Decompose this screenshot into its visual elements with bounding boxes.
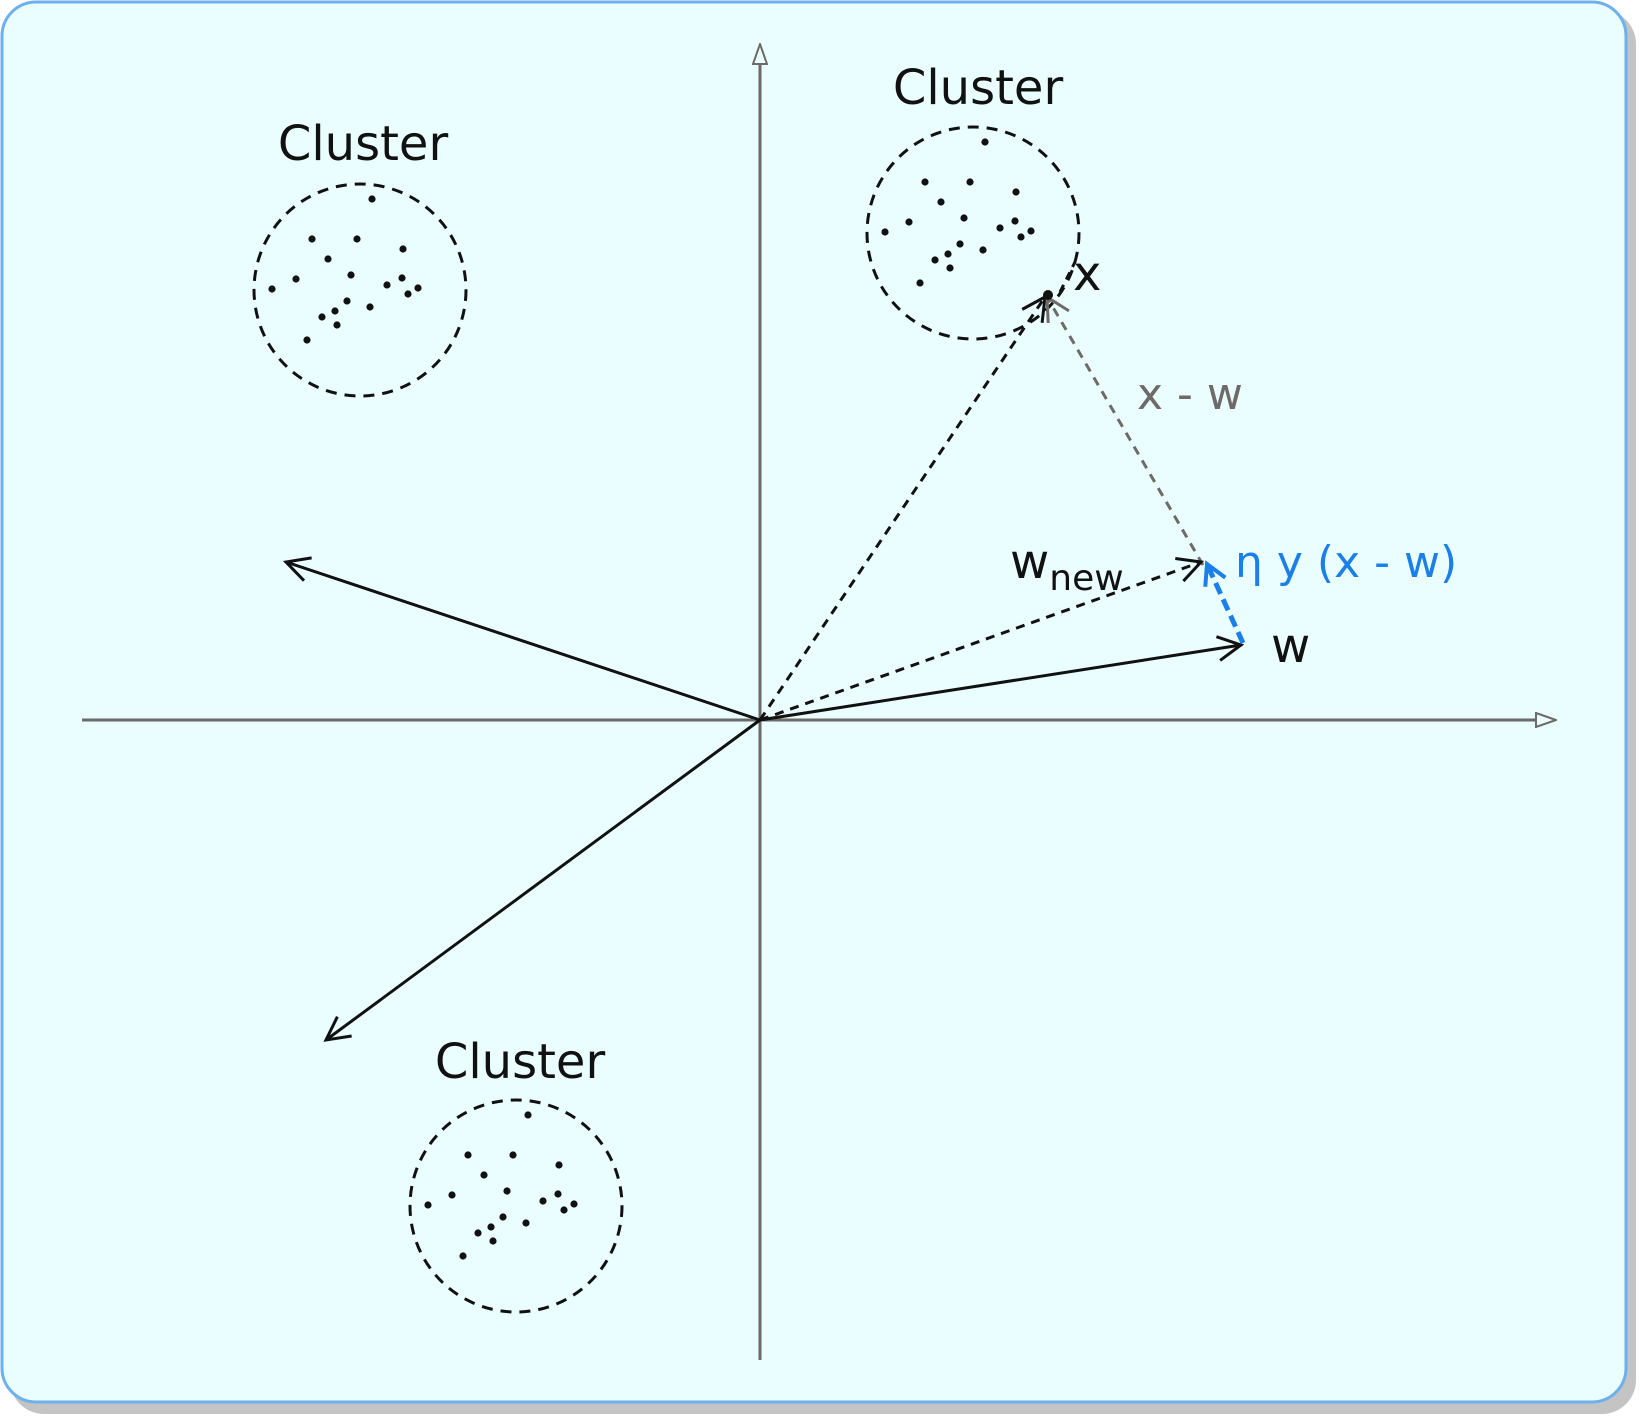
cluster-point	[905, 218, 913, 226]
cluster-point	[1017, 233, 1025, 241]
cluster-point	[292, 275, 300, 283]
cluster-point	[931, 256, 939, 264]
update-vector	[1203, 560, 1246, 645]
cluster-point	[459, 1252, 467, 1260]
cluster-point	[331, 307, 339, 315]
label-w-new-sub: new	[1049, 558, 1123, 599]
cluster-points	[424, 1111, 578, 1260]
cluster-point	[946, 264, 954, 272]
cluster-point	[981, 138, 989, 146]
cluster-boundary	[252, 182, 468, 398]
cluster-point	[399, 245, 407, 253]
cluster-point	[499, 1213, 507, 1221]
cluster-point	[383, 281, 391, 289]
difference-vector	[1045, 294, 1205, 566]
cluster-point	[944, 250, 952, 258]
cluster-point	[554, 1190, 562, 1198]
cluster-label: Cluster	[893, 60, 1064, 116]
cluster-point	[268, 285, 276, 293]
cluster-points	[881, 138, 1035, 287]
cluster-point	[366, 303, 374, 311]
cluster-point	[353, 235, 361, 243]
cluster-point	[522, 1219, 530, 1227]
label-x-minus-w: x - w	[1137, 369, 1243, 420]
cluster-point	[368, 195, 376, 203]
cluster-point	[937, 198, 945, 206]
cluster-point	[956, 240, 964, 248]
label-x: x	[1073, 246, 1101, 302]
cluster-point	[996, 224, 1004, 232]
cluster-point	[398, 274, 406, 282]
cluster-point	[979, 246, 987, 254]
cluster-point	[404, 290, 412, 298]
cluster-point	[487, 1223, 495, 1231]
cluster-point	[570, 1200, 578, 1208]
cluster-point	[539, 1197, 547, 1205]
weight-vector-lower-left	[323, 718, 761, 1042]
sample-point	[1043, 290, 1053, 300]
cluster-label: Cluster	[278, 116, 449, 172]
cluster-label: Cluster	[435, 1034, 606, 1090]
cluster-point	[503, 1187, 511, 1195]
label-w: w	[1271, 618, 1310, 674]
cluster-point	[303, 336, 311, 344]
cluster-point	[318, 313, 326, 321]
cluster-point	[414, 284, 422, 292]
cluster-point	[916, 279, 924, 287]
cluster-point	[448, 1191, 456, 1199]
cluster-bottom: Cluster	[408, 1034, 624, 1314]
cluster-point	[524, 1111, 532, 1119]
new-weight-vector	[759, 556, 1205, 722]
cluster-point	[1011, 217, 1019, 225]
cluster-point	[960, 214, 968, 222]
cluster-point	[333, 321, 341, 329]
sample-tick	[1058, 261, 1077, 293]
cluster-points	[268, 195, 422, 344]
cluster-point	[509, 1151, 517, 1159]
cluster-point	[1012, 188, 1020, 196]
cluster-point	[343, 297, 351, 305]
cluster-point	[966, 178, 974, 186]
cluster-point	[921, 178, 929, 186]
cluster-point	[464, 1151, 472, 1159]
input-vector-x	[758, 294, 1047, 721]
cluster-point	[347, 271, 355, 279]
weight-vector-w	[759, 635, 1245, 722]
cluster-point	[489, 1237, 497, 1245]
label-w-new: wnew	[1010, 534, 1124, 599]
cluster-point	[474, 1229, 482, 1237]
cluster-top-right: Cluster	[865, 60, 1081, 341]
cluster-point	[480, 1171, 488, 1179]
weight-vector-left	[282, 556, 761, 722]
cluster-point	[555, 1161, 563, 1169]
cluster-top-left: Cluster	[252, 116, 468, 398]
cluster-point	[881, 228, 889, 236]
cluster-point	[308, 235, 316, 243]
cluster-point	[1027, 227, 1035, 235]
cluster-boundary	[865, 125, 1081, 341]
label-w-new-base: w	[1010, 534, 1049, 590]
cluster-point	[324, 255, 332, 263]
cluster-boundary	[408, 1098, 624, 1314]
label-update: η y (x - w)	[1235, 537, 1457, 588]
cluster-point	[560, 1206, 568, 1214]
cluster-point	[424, 1201, 432, 1209]
